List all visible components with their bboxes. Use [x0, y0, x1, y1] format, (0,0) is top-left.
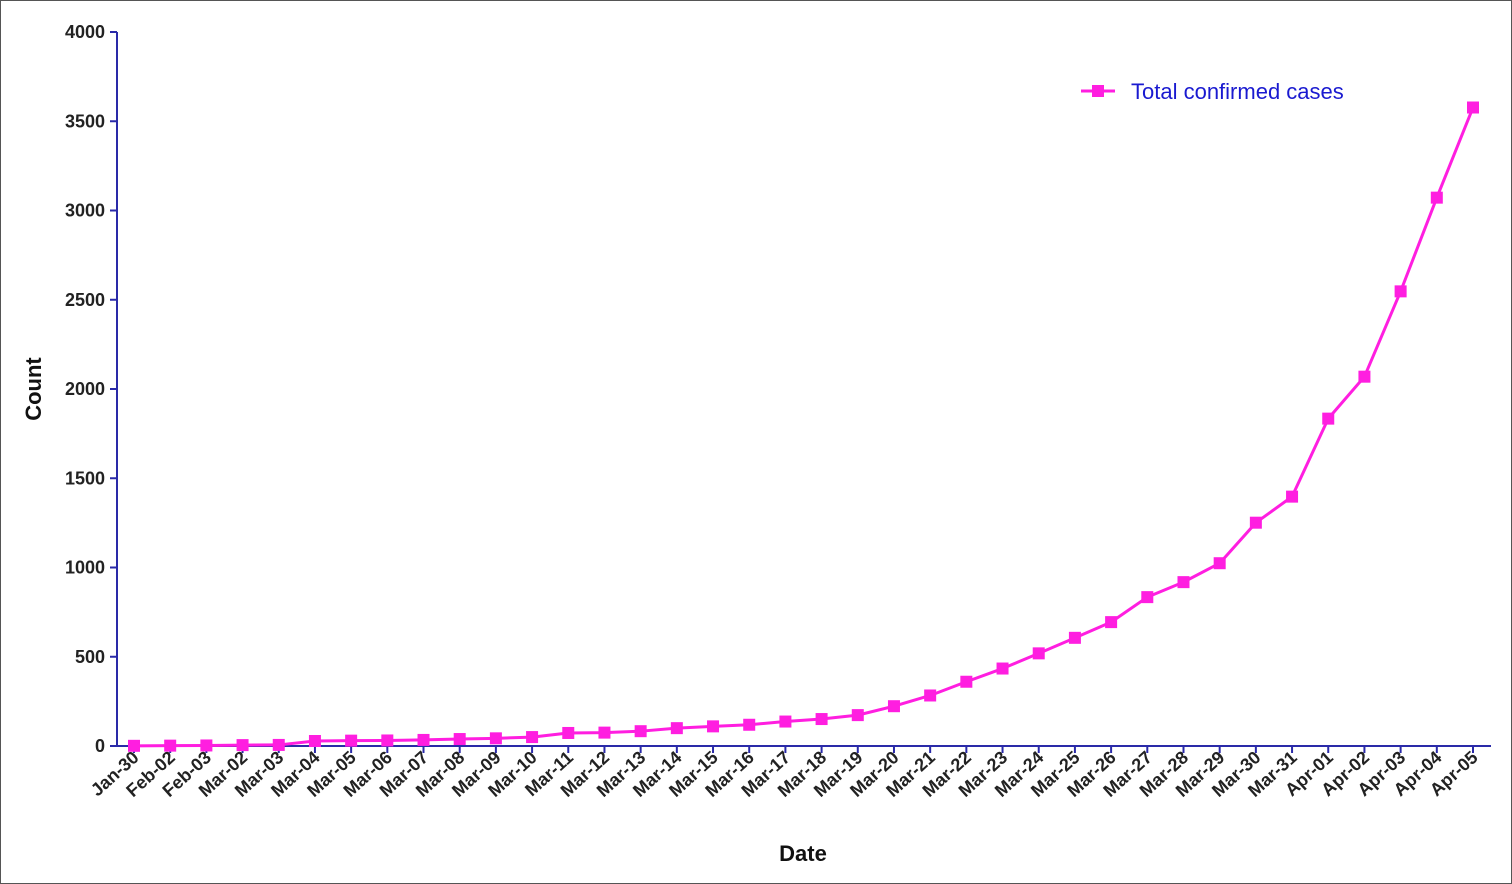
data-point-marker	[743, 718, 756, 731]
y-tick-label: 3000	[65, 201, 105, 221]
data-point-marker	[417, 733, 430, 746]
data-point-marker	[200, 739, 213, 752]
data-point-marker	[887, 700, 900, 713]
x-axis-title: Date	[779, 841, 827, 866]
data-point-marker	[960, 675, 973, 688]
data-point-marker	[1032, 647, 1045, 660]
data-point-marker	[1358, 370, 1371, 383]
data-point-marker	[707, 720, 720, 733]
data-point-marker	[996, 662, 1009, 675]
data-point-marker	[1105, 616, 1118, 629]
data-point-marker	[815, 713, 828, 726]
data-point-marker	[670, 722, 683, 735]
data-point-marker	[562, 726, 575, 739]
series-line	[133, 106, 1475, 748]
data-point-marker	[453, 733, 466, 746]
y-tick-label: 500	[75, 647, 105, 667]
y-tick-label: 1500	[65, 468, 105, 488]
y-tick-label: 2500	[65, 290, 105, 310]
data-point-marker	[1249, 516, 1262, 529]
data-point-marker	[1177, 576, 1190, 589]
x-axis-ticks: Jan-30Feb-02Feb-03Mar-02Mar-03Mar-04Mar-…	[87, 746, 1482, 801]
data-point-marker	[1286, 490, 1299, 503]
data-point-marker	[1394, 285, 1407, 298]
y-axis-title: Count	[21, 357, 46, 421]
data-point-marker	[128, 739, 140, 752]
y-tick-label: 2000	[65, 379, 105, 399]
data-point-marker	[634, 725, 647, 738]
data-point-marker	[598, 726, 611, 739]
data-point-marker	[1213, 557, 1226, 570]
data-point-marker	[345, 734, 358, 747]
data-point-marker	[381, 734, 394, 747]
data-point-marker	[1068, 631, 1081, 644]
data-point-marker	[1141, 591, 1154, 604]
data-point-marker	[924, 689, 937, 702]
data-point-marker	[272, 738, 285, 751]
y-tick-label: 0	[95, 736, 105, 756]
data-point-marker	[1430, 191, 1443, 204]
legend-label: Total confirmed cases	[1131, 79, 1344, 104]
legend-marker-swatch	[1092, 85, 1104, 97]
data-point-marker	[308, 735, 321, 748]
data-point-marker	[526, 731, 539, 744]
y-tick-label: 1000	[65, 558, 105, 578]
data-point-marker	[851, 709, 864, 722]
data-point-marker	[236, 739, 249, 752]
data-point-marker	[164, 739, 177, 752]
data-point-marker	[1322, 412, 1335, 425]
y-tick-label: 3500	[65, 111, 105, 131]
data-point-marker	[489, 732, 502, 745]
y-tick-label: 4000	[65, 22, 105, 42]
data-point-marker	[1467, 101, 1479, 114]
data-point-marker	[779, 715, 792, 728]
y-axis-ticks: 0 500 1000 1500 2000 2500 3000 3500 4000	[65, 22, 117, 756]
legend: Total confirmed cases	[1081, 79, 1344, 104]
series-group	[128, 101, 1479, 752]
